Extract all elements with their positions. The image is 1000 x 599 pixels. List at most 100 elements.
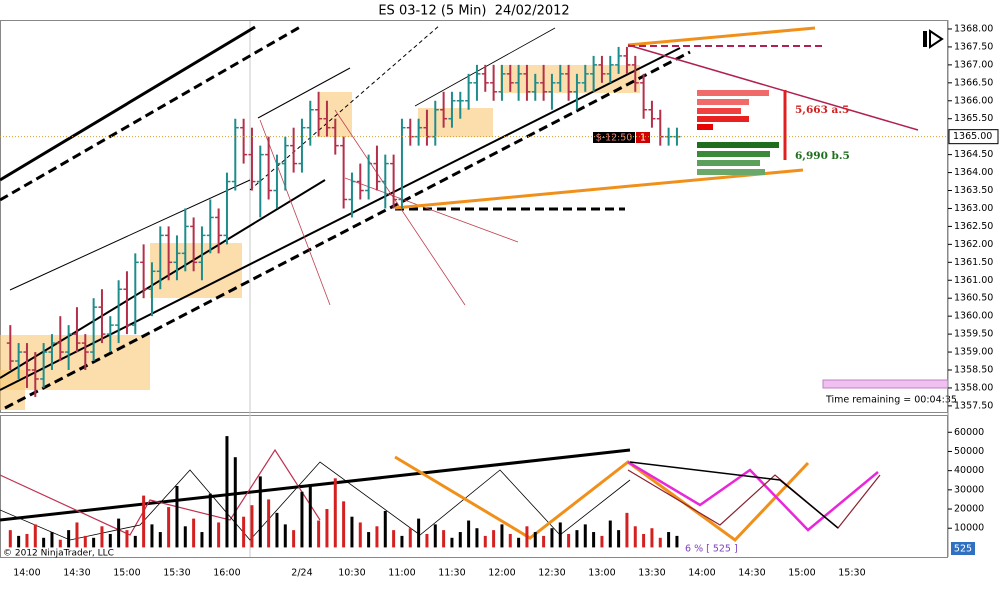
volume-bar: [475, 528, 479, 548]
pnl-label: $-12.50: [596, 133, 633, 144]
y-tick-label: 1362.50: [954, 221, 993, 232]
trend-line: [344, 177, 519, 243]
trend-line: [394, 168, 804, 210]
profile-bar: [697, 142, 779, 148]
pnl-box: [593, 132, 635, 143]
volume-bar: [233, 457, 237, 548]
x-tick-label: 14:30: [63, 568, 90, 579]
position-box: [636, 132, 650, 143]
copyright: © 2012 NinjaTrader, LLC: [3, 549, 114, 559]
time-remaining: Time remaining = 00:04:35: [825, 395, 957, 406]
x-tick-label: 15:00: [113, 568, 140, 579]
volume-bar: [492, 530, 496, 548]
x-tick-label: 15:30: [838, 568, 865, 579]
volume-bar: [425, 533, 429, 548]
volume-bar: [358, 522, 362, 548]
volume-bar: [467, 520, 471, 548]
volume-bar: [100, 526, 104, 548]
volume-bar: [283, 524, 287, 548]
volume-bar: [92, 537, 96, 548]
volume-bar: [658, 537, 662, 548]
volume-bar: [225, 436, 229, 548]
volume-bar: [542, 535, 546, 548]
volume-bar: [275, 512, 279, 548]
volume-bar: [442, 530, 446, 548]
volume-bar: [375, 526, 379, 548]
volume-bar: [33, 524, 37, 548]
zigzag: [627, 460, 879, 532]
volume-bar: [42, 537, 46, 548]
volume-bar: [25, 533, 29, 548]
x-tick-label: 15:30: [163, 568, 190, 579]
volume-bar: [675, 535, 679, 548]
x-tick-label: 12:00: [488, 568, 515, 579]
y-tick-label: 1366.00: [954, 95, 993, 106]
profile-bar: [697, 116, 749, 122]
x-tick-label: 15:00: [788, 568, 815, 579]
y-tick-label: 1368.00: [954, 23, 993, 34]
x-tick-label: 14:30: [738, 568, 765, 579]
volume-bar: [592, 532, 596, 548]
volume-bar: [175, 486, 179, 548]
y-tick-label: 50000: [954, 446, 984, 457]
volume-bar: [325, 509, 329, 548]
volume-bar: [192, 518, 196, 548]
volume-bar: [217, 522, 221, 548]
y-tick-label: 1367.50: [954, 41, 993, 52]
profile-bar: [697, 169, 765, 175]
zones: [0, 65, 640, 410]
volume-bar: [250, 505, 254, 548]
y-tick-label: 1363.00: [954, 203, 993, 214]
x-tick-label: 14:00: [688, 568, 715, 579]
y-tick-label: 10000: [954, 523, 984, 534]
y-tick-label: 1359.00: [954, 347, 993, 358]
volume-bar: [567, 533, 571, 548]
volume-bar: [525, 526, 529, 548]
trend-lines: [0, 24, 919, 410]
zigzag: [0, 448, 631, 522]
volume-bar: [383, 510, 387, 548]
y-tick-label: 1361.50: [954, 257, 993, 268]
x-tick-label: 12:30: [538, 568, 565, 579]
volume-bar: [408, 528, 412, 548]
volume-bar: [450, 537, 454, 548]
volume-bar: [342, 501, 346, 548]
zone: [418, 108, 493, 137]
volume-bar: [642, 533, 646, 548]
x-tick-label: 10:30: [338, 568, 365, 579]
volume-bar: [108, 533, 112, 548]
ask-label: 5,663 a.5: [795, 104, 849, 116]
volume-bar: [625, 512, 629, 548]
profile-bar: [697, 151, 770, 157]
volume-bar: [75, 522, 79, 548]
play-icon[interactable]: [923, 29, 944, 49]
y-tick-label: 1361.00: [954, 275, 993, 286]
trend-line: [0, 25, 256, 182]
volume-bar: [558, 522, 562, 548]
bid-label: 6,990 b.5: [795, 150, 850, 162]
position-label: 1: [640, 133, 646, 144]
volume-bar: [650, 528, 654, 548]
x-tick-label: 13:00: [588, 568, 615, 579]
zigzag: [0, 448, 321, 536]
volume-bar: [600, 535, 604, 548]
volume-bar: [333, 478, 337, 548]
volume-bar: [58, 539, 62, 548]
volume-bar: [433, 524, 437, 548]
volume-bar: [125, 530, 129, 548]
trend-line: [9, 179, 251, 291]
volume-bar: [308, 484, 312, 548]
x-tick-label: 14:00: [13, 568, 40, 579]
profile-bar: [697, 124, 713, 130]
x-tick-label: 13:30: [638, 568, 665, 579]
x-tick-label: 16:00: [213, 568, 240, 579]
volume-bar: [500, 524, 504, 548]
volume-bar: [575, 530, 579, 548]
volume-bar: [583, 524, 587, 548]
y-tick-label: 1365.50: [954, 113, 993, 124]
volume-bar: [517, 537, 521, 548]
trend-line: [0, 179, 326, 379]
y-tick-label: 1363.50: [954, 185, 993, 196]
volume-bar: [208, 493, 212, 548]
volume-bar: [258, 476, 262, 548]
